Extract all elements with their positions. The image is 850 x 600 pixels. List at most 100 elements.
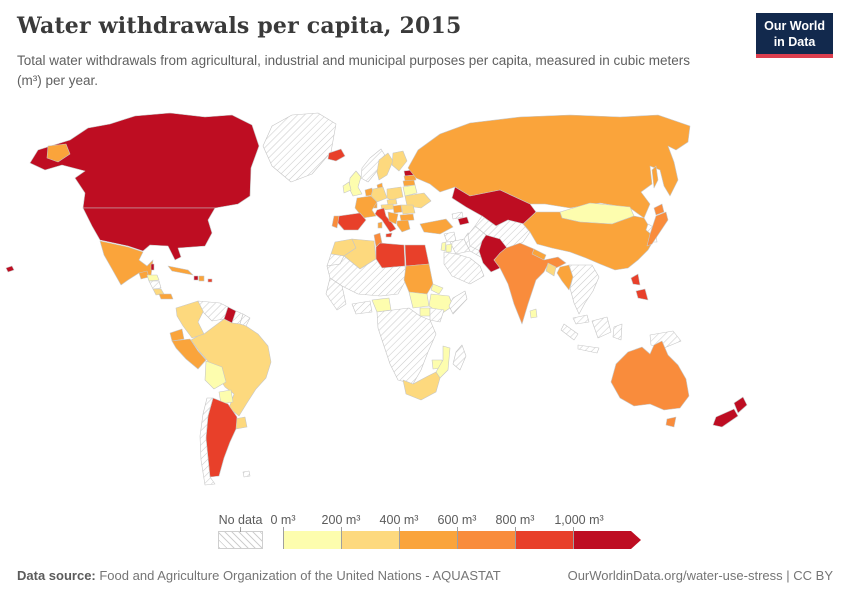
legend-no-data-tick xyxy=(240,527,241,532)
region-bulgaria[interactable] xyxy=(399,213,415,222)
region-greenland[interactable] xyxy=(262,112,337,183)
region-nicaragua[interactable] xyxy=(148,280,162,290)
region-italy[interactable] xyxy=(374,207,397,233)
region-russia[interactable] xyxy=(407,114,691,219)
region-bangladesh[interactable] xyxy=(545,262,557,277)
region-australia[interactable] xyxy=(610,340,690,411)
region-sakhalin[interactable] xyxy=(651,165,659,189)
region-south-africa[interactable] xyxy=(402,371,441,401)
region-nigeria[interactable] xyxy=(371,297,392,313)
region-iceland[interactable] xyxy=(327,148,346,162)
region-jordan[interactable] xyxy=(445,243,453,253)
region-azerbaijan[interactable] xyxy=(457,216,470,226)
region-philippines-mindanao[interactable] xyxy=(635,288,649,301)
region-sardinia[interactable] xyxy=(377,221,383,229)
region-peru[interactable] xyxy=(171,338,207,370)
region-ghana-ivory[interactable] xyxy=(351,300,373,315)
region-egypt[interactable] xyxy=(404,244,430,267)
region-pakistan[interactable] xyxy=(478,234,508,273)
region-central-africa[interactable] xyxy=(376,307,437,385)
region-panama[interactable] xyxy=(158,293,174,300)
legend-segment-6[interactable] xyxy=(573,531,631,549)
region-libya[interactable] xyxy=(375,242,406,269)
region-somalia[interactable] xyxy=(448,290,468,315)
region-balkans[interactable] xyxy=(387,211,399,225)
region-south-sudan[interactable] xyxy=(408,291,430,309)
region-tasmania[interactable] xyxy=(665,416,677,428)
owid-logo[interactable]: Our World in Data xyxy=(756,13,833,59)
world-map xyxy=(5,112,748,486)
region-chile[interactable] xyxy=(199,397,216,486)
region-saudi-peninsula[interactable] xyxy=(443,251,485,285)
region-haiti[interactable] xyxy=(193,275,199,281)
footer-license[interactable]: CC BY xyxy=(793,568,833,583)
region-hungary[interactable] xyxy=(392,204,403,214)
region-philippines-luzon[interactable] xyxy=(630,273,641,286)
region-israel[interactable] xyxy=(440,241,447,252)
region-eritrea[interactable] xyxy=(430,283,444,295)
region-caucasus-georgia[interactable] xyxy=(451,211,464,220)
legend-segment-5[interactable] xyxy=(515,531,573,549)
region-france[interactable] xyxy=(354,195,378,219)
legend-tick xyxy=(573,527,574,549)
region-honduras[interactable] xyxy=(146,274,160,282)
region-ukraine[interactable] xyxy=(404,192,432,209)
region-ireland[interactable] xyxy=(342,181,352,194)
region-malaysia[interactable] xyxy=(572,314,590,325)
legend-tick-label-200: 200 m³ xyxy=(321,513,361,527)
region-argentina[interactable] xyxy=(205,397,238,478)
region-nz-north[interactable] xyxy=(733,396,748,414)
region-sudan[interactable] xyxy=(403,263,434,295)
region-belize[interactable] xyxy=(150,263,155,271)
legend-tick-label-800: 800 m³ xyxy=(495,513,535,527)
region-chukotka[interactable] xyxy=(46,143,71,163)
region-turkey[interactable] xyxy=(419,218,454,235)
region-nz-south[interactable] xyxy=(712,408,739,428)
footer-source-label: Data source: xyxy=(17,568,96,583)
region-sicily[interactable] xyxy=(385,232,393,238)
region-japan-honshu[interactable] xyxy=(646,211,669,247)
legend-segment-3[interactable] xyxy=(399,531,457,549)
region-madagascar[interactable] xyxy=(452,344,467,371)
region-sulawesi[interactable] xyxy=(612,323,623,341)
region-canada[interactable] xyxy=(29,112,260,209)
region-falklands[interactable] xyxy=(242,470,251,478)
footer-source-text: Food and Agriculture Organization of the… xyxy=(95,568,501,583)
footer-link[interactable]: OurWorldinData.org/water-use-stress xyxy=(567,568,783,583)
legend-no-data-swatch[interactable] xyxy=(218,531,263,549)
region-indochina[interactable] xyxy=(568,264,600,315)
region-ecuador[interactable] xyxy=(169,328,185,342)
region-japan-hokkaido[interactable] xyxy=(653,203,665,216)
region-romania[interactable] xyxy=(400,204,416,215)
region-java[interactable] xyxy=(577,344,600,354)
region-usa[interactable] xyxy=(82,207,216,261)
region-germany[interactable] xyxy=(370,186,388,203)
region-belarus[interactable] xyxy=(402,184,418,197)
region-syria[interactable] xyxy=(443,231,457,243)
region-sri-lanka[interactable] xyxy=(529,308,538,319)
region-latvia[interactable] xyxy=(403,174,417,182)
region-sweden[interactable] xyxy=(376,152,394,181)
region-greece[interactable] xyxy=(396,219,411,233)
region-hawaii[interactable] xyxy=(5,265,15,273)
region-west-africa[interactable] xyxy=(325,277,347,311)
region-sumatra[interactable] xyxy=(560,323,579,341)
legend-segment-1[interactable] xyxy=(283,531,341,549)
legend-segment-4[interactable] xyxy=(457,531,515,549)
region-paraguay[interactable] xyxy=(218,389,234,405)
region-uk[interactable] xyxy=(348,170,363,197)
legend-segment-2[interactable] xyxy=(341,531,399,549)
region-spain[interactable] xyxy=(336,212,367,231)
region-kenya[interactable] xyxy=(429,307,445,323)
region-uganda[interactable] xyxy=(419,307,431,317)
region-puerto-rico[interactable] xyxy=(207,278,213,283)
region-brazil[interactable] xyxy=(190,318,272,417)
region-czechia[interactable] xyxy=(386,198,398,206)
region-bolivia[interactable] xyxy=(204,360,227,390)
region-poland[interactable] xyxy=(386,186,404,201)
region-dominican-republic[interactable] xyxy=(198,275,205,282)
region-borneo[interactable] xyxy=(591,316,612,339)
region-cuba[interactable] xyxy=(167,265,194,276)
region-finland[interactable] xyxy=(391,150,408,172)
region-portugal[interactable] xyxy=(331,215,340,229)
